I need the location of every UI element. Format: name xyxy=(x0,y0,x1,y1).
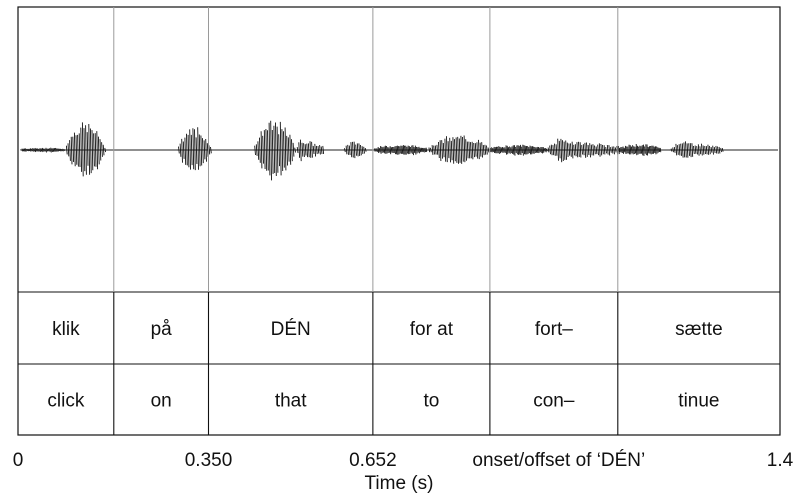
waveform-burst-0 xyxy=(64,122,107,177)
plot-frame xyxy=(17,6,781,436)
waveform-burst-3 xyxy=(295,139,325,162)
tier-danish-label-0: klik xyxy=(52,319,80,340)
waveform-burst-10 xyxy=(669,141,724,158)
waveform-burst-9 xyxy=(618,143,662,156)
word-boundaries xyxy=(113,7,619,435)
tier-english-label-5: tinue xyxy=(678,391,719,412)
waveform-burst-8 xyxy=(544,138,620,163)
tier-english-label-2: that xyxy=(275,391,307,412)
tier-danish-label-4: fort– xyxy=(535,319,573,340)
tier-danish-label-3: for at xyxy=(410,319,454,340)
tick-label-0: 0 xyxy=(13,450,24,471)
waveform-trace xyxy=(20,120,778,181)
tick-label-2: 0.652 xyxy=(349,450,397,471)
tick-label-1: 0.350 xyxy=(185,450,233,471)
tier-english-label-3: to xyxy=(423,391,439,412)
annotation-tiers: klik på DÉN for at fort– sætte click on that to co… xyxy=(47,319,722,412)
tier-english-label-1: on xyxy=(151,391,172,412)
waveform-burst-11 xyxy=(20,147,65,153)
waveform-burst-6 xyxy=(427,135,491,164)
tick-label-3: onset/offset of ‘DÉN’ xyxy=(472,450,645,471)
tier-danish-label-5: sætte xyxy=(675,319,723,340)
time-axis: 0 0.350 0.652 onset/offset of ‘DÉN’ 1.4 Time … xyxy=(13,450,794,494)
waveform-burst-4 xyxy=(342,141,367,159)
waveform-burst-1 xyxy=(176,127,212,171)
waveform-burst-7 xyxy=(489,144,547,156)
tier-danish-label-1: på xyxy=(151,319,173,340)
tier-english-label-0: click xyxy=(47,391,84,412)
tier-danish-label-2: DÉN xyxy=(271,319,311,340)
tick-label-4: 1.4 xyxy=(767,450,794,471)
frame-border xyxy=(17,6,781,436)
x-axis-title: Time (s) xyxy=(365,473,434,494)
tier-english-label-4: con– xyxy=(533,391,575,412)
waveform-burst-2 xyxy=(253,120,296,181)
waveform-burst-5 xyxy=(374,144,428,156)
